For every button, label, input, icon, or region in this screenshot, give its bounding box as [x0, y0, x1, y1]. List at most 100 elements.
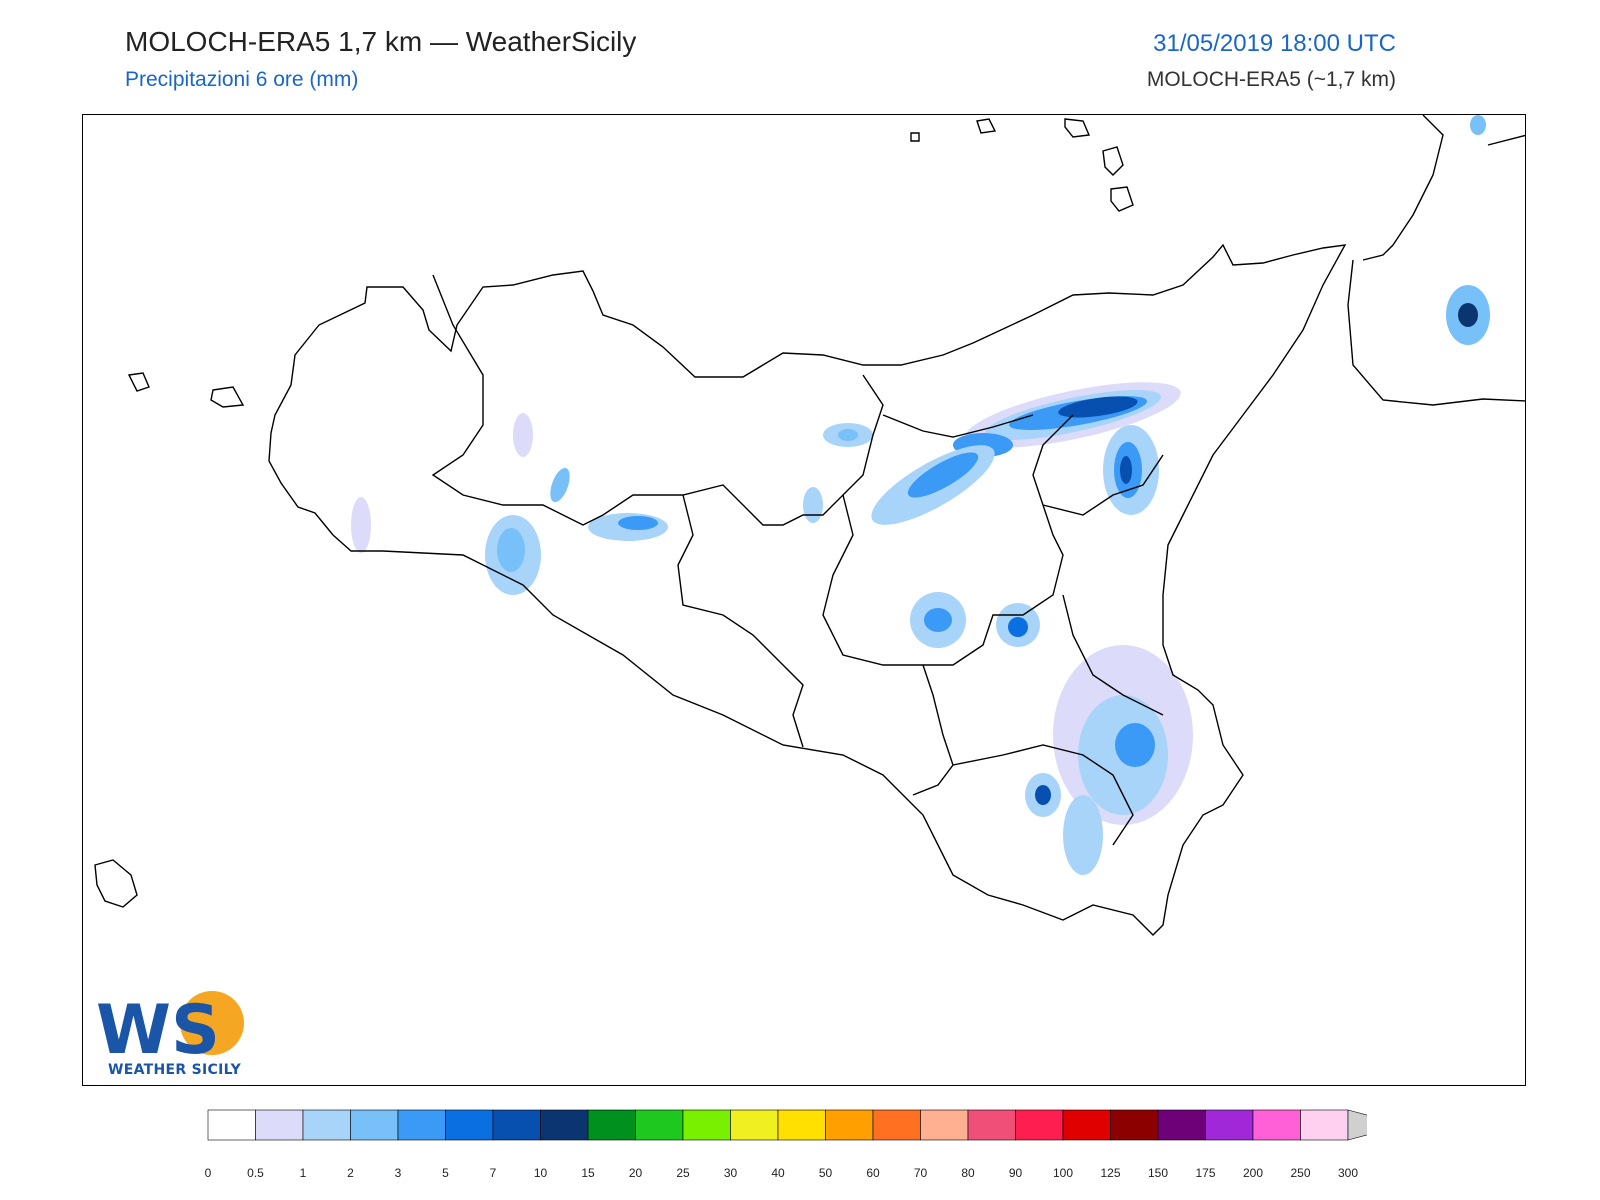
colorbar-swatch — [540, 1109, 589, 1141]
colorbar-tick-label: 80 — [961, 1166, 975, 1180]
colorbar-tick-label: 125 — [1100, 1166, 1121, 1180]
colorbar-swatch — [635, 1109, 684, 1141]
island-coast — [127, 372, 150, 392]
map-subtitle: Precipitazioni 6 ore (mm) — [125, 68, 359, 91]
precip-area — [550, 467, 570, 503]
colorbar-tick-label: 20 — [628, 1166, 643, 1180]
colorbar-tick-label: 0 — [204, 1166, 212, 1180]
precip-area — [1115, 723, 1155, 767]
precip-area — [1470, 115, 1486, 135]
colorbar-tick-label: 175 — [1195, 1166, 1216, 1180]
model-name: MOLOCH-ERA5 (~1,7 km) — [1146, 68, 1396, 91]
precip-area — [1120, 456, 1132, 484]
colorbar-tick-label: 90 — [1008, 1166, 1023, 1180]
calabria-coast — [1347, 259, 1525, 406]
precip-area — [513, 413, 533, 457]
logo-text: WEATHER SICILY — [108, 1062, 242, 1078]
province-border — [1042, 454, 1164, 516]
colorbar-tick-label: 200 — [1242, 1166, 1264, 1180]
colorbar-swatch — [825, 1109, 874, 1141]
precip-area — [1008, 617, 1028, 637]
province-border — [431, 274, 884, 526]
island-coast — [1110, 186, 1134, 212]
colorbar-swatch — [587, 1109, 636, 1141]
colorbar-tick-label: 25 — [676, 1166, 690, 1180]
colorbar-tick-label: 2 — [347, 1166, 354, 1180]
coastline-layer — [94, 115, 1525, 936]
precip-area — [618, 516, 658, 530]
colorbar-swatch — [967, 1109, 1016, 1141]
colorbar-swatch — [207, 1109, 256, 1141]
colorbar-swatch — [397, 1109, 446, 1141]
colorbar-swatch — [1157, 1109, 1206, 1141]
colorbar-tick-label: 30 — [723, 1166, 738, 1180]
colorbar-tick-label: 10 — [533, 1166, 548, 1180]
province-border — [912, 664, 954, 796]
colorbar-swatch — [730, 1109, 779, 1141]
colorbar-tick-label: 100 — [1052, 1166, 1074, 1180]
precip-area — [1035, 785, 1051, 805]
colorbar-swatch — [350, 1109, 399, 1141]
logo-letters: WS — [96, 991, 220, 1070]
colorbar-tick-label: 250 — [1290, 1166, 1311, 1180]
colorbar — [207, 1109, 1367, 1141]
colorbar-swatch — [1015, 1109, 1064, 1141]
colorbar-swatch — [682, 1109, 731, 1141]
colorbar-swatch — [920, 1109, 969, 1141]
precip-area — [924, 608, 952, 632]
colorbar-swatch — [1300, 1109, 1349, 1141]
colorbar-swatch — [1252, 1109, 1301, 1141]
colorbar-tick-label: 150 — [1147, 1166, 1169, 1180]
colorbar-swatch — [777, 1109, 826, 1141]
precip-area — [497, 528, 525, 572]
colorbar-tick-label: 7 — [489, 1166, 497, 1180]
colorbar-tick-label: 3 — [394, 1166, 402, 1180]
precip-area — [1058, 396, 1138, 418]
colorbar-swatch — [492, 1109, 541, 1141]
colorbar-swatch — [255, 1109, 304, 1141]
calabria-coast — [1362, 115, 1444, 261]
colorbar-swatch — [1205, 1109, 1254, 1141]
colorbar-tick-label: 15 — [581, 1166, 595, 1180]
colorbar-tick-label: 0.5 — [247, 1166, 264, 1180]
precip-layer — [351, 115, 1490, 875]
precip-area — [351, 497, 371, 553]
colorbar-swatch — [1062, 1109, 1111, 1141]
calabria-coast — [1487, 134, 1525, 146]
colorbar-tick-label: 5 — [442, 1166, 449, 1180]
province-border — [1062, 594, 1164, 716]
map-svg — [94, 115, 1525, 936]
province-border — [882, 414, 1034, 438]
precip-area — [838, 429, 858, 441]
province-border — [677, 494, 804, 748]
colorbar-extend-arrow — [1347, 1109, 1367, 1141]
sun-icon — [180, 991, 244, 1055]
island-coast — [94, 859, 138, 908]
colorbar-swatch — [302, 1109, 351, 1141]
valid-datetime: 31/05/2019 18:00 UTC — [1153, 30, 1396, 57]
precip-area — [1063, 795, 1103, 875]
map-panel — [82, 114, 1526, 1086]
weathersicily-logo: WS — [96, 991, 244, 1070]
island-coast — [1102, 146, 1124, 176]
island-coast — [910, 132, 920, 142]
province-border — [822, 414, 1074, 666]
sicily-coastline — [268, 243, 1347, 936]
colorbar-tick-label: 40 — [771, 1166, 785, 1180]
colorbar-tick-label: 50 — [818, 1166, 833, 1180]
colorbar-tick-label: 70 — [913, 1166, 928, 1180]
colorbar-tick-label: 60 — [866, 1166, 880, 1180]
precip-area — [803, 487, 823, 523]
island-coast — [210, 386, 245, 408]
precip-area — [1458, 303, 1478, 327]
colorbar-swatch — [872, 1109, 921, 1141]
island-coast — [976, 118, 997, 134]
map-title: MOLOCH-ERA5 1,7 km — WeatherSicily — [125, 26, 637, 57]
colorbar-swatch — [1110, 1109, 1159, 1141]
province-border — [952, 744, 1134, 846]
precip-area — [907, 452, 979, 498]
colorbar-swatch — [445, 1109, 494, 1141]
colorbar-tick-label: 300 — [1337, 1166, 1359, 1180]
island-coast — [1064, 118, 1091, 138]
colorbar-tick-label: 1 — [299, 1166, 307, 1180]
